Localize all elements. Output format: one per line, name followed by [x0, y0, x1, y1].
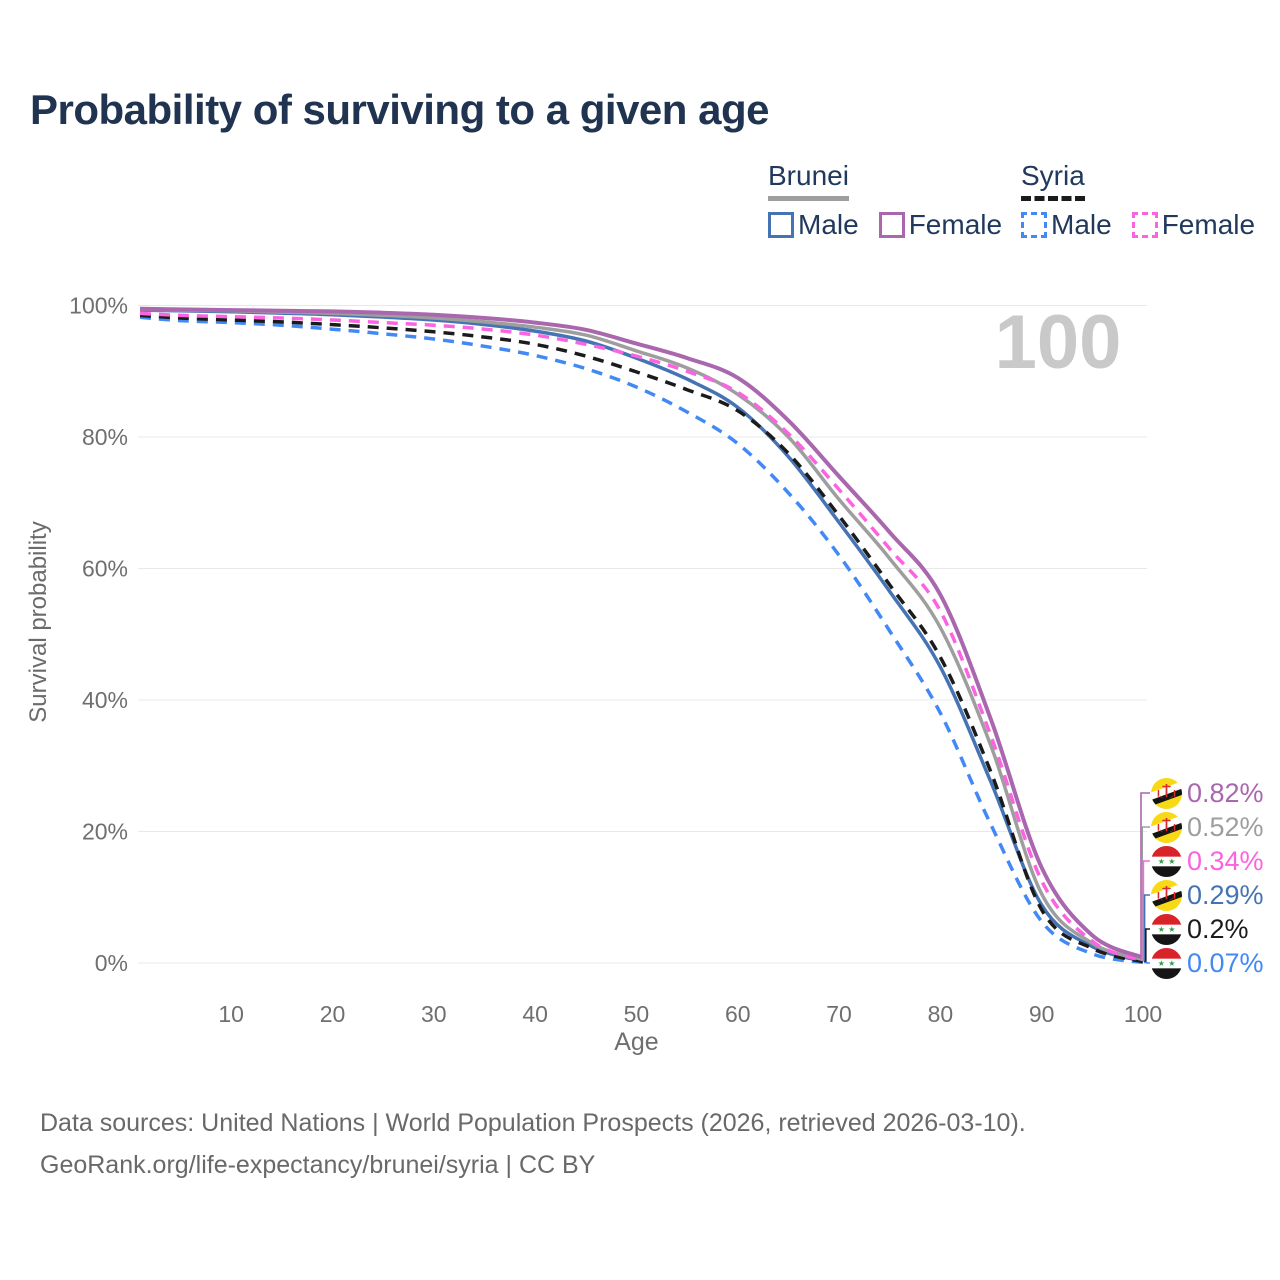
end-value: 0.52%	[1187, 811, 1264, 842]
svg-text:★: ★	[1158, 857, 1165, 866]
x-tick-label: 60	[725, 1001, 751, 1027]
series-line-syria_female[interactable]	[139, 311, 1144, 963]
y-tick-label: 80%	[82, 424, 128, 450]
series-line-syria_total[interactable]	[139, 313, 1144, 964]
legend-item-label: Female	[1161, 209, 1256, 240]
y-tick-label: 60%	[82, 556, 128, 582]
x-tick-label: 10	[218, 1001, 244, 1027]
x-tick-label: 40	[522, 1001, 548, 1027]
end-label-syria-total: ★ ★ 0.2%	[1151, 913, 1249, 945]
end-value: 0.2%	[1187, 913, 1249, 944]
y-tick-label: 40%	[82, 687, 128, 713]
brunei-flag-icon	[1151, 879, 1182, 911]
legend-item-syria-female[interactable]: Female	[1131, 209, 1256, 241]
x-tick-label: 70	[826, 1001, 852, 1027]
end-label-syria-male: ★ ★ 0.07%	[1151, 947, 1264, 979]
end-label-brunei-total: 0.52%	[1151, 811, 1264, 843]
y-axis-title: Survival probability	[25, 521, 52, 722]
end-value: 0.34%	[1187, 845, 1264, 876]
legend-group-brunei: Brunei Male Female	[768, 160, 1002, 241]
legend-country-brunei-label: Brunei	[768, 160, 849, 191]
syria-flag-icon: ★ ★	[1151, 947, 1182, 979]
end-label-brunei-female: 0.82%	[1151, 777, 1264, 809]
end-label-syria-female: ★ ★ 0.34%	[1151, 845, 1264, 877]
leader-line-syria_male	[1144, 961, 1150, 964]
x-tick-label: 80	[928, 1001, 954, 1027]
syria-flag-icon: ★ ★	[1151, 845, 1182, 877]
legend-item-brunei-female[interactable]: Female	[878, 209, 1003, 241]
legend-country-syria[interactable]: Syria	[1021, 160, 1085, 201]
end-value: 0.82%	[1187, 777, 1264, 808]
series-line-brunei_total[interactable]	[139, 307, 1144, 962]
legend-item-label: Male	[798, 209, 859, 240]
svg-text:★: ★	[1168, 959, 1175, 968]
brunei-flag-icon	[1151, 777, 1182, 809]
y-tick-label: 20%	[82, 819, 128, 845]
x-axis-title: Age	[614, 1028, 658, 1056]
end-label-brunei-male: 0.29%	[1151, 879, 1264, 911]
x-tick-label: 30	[421, 1001, 447, 1027]
end-value: 0.29%	[1187, 879, 1264, 910]
svg-text:★: ★	[1158, 925, 1165, 934]
data-sources-line: Data sources: United Nations | World Pop…	[40, 1109, 1026, 1137]
x-tick-label: 20	[320, 1001, 346, 1027]
brunei-male-swatch	[768, 212, 794, 238]
syria-flag-icon: ★ ★	[1151, 913, 1182, 945]
svg-text:★: ★	[1168, 925, 1175, 934]
age-watermark: 100	[995, 300, 1122, 385]
legend-group-syria: Syria Male Female	[1021, 160, 1255, 241]
license-line: GeoRank.org/life-expectancy/brunei/syria…	[40, 1151, 596, 1179]
legend-item-label: Male	[1051, 209, 1112, 240]
attribution: Data sources: United Nations | World Pop…	[40, 1102, 1026, 1186]
y-tick-label: 0%	[95, 950, 128, 976]
series-line-syria_male[interactable]	[139, 315, 1144, 965]
x-tick-label: 90	[1029, 1001, 1055, 1027]
series-line-brunei_female[interactable]	[139, 306, 1144, 960]
brunei-female-swatch	[878, 212, 905, 238]
x-tick-label: 50	[624, 1001, 650, 1027]
svg-text:★: ★	[1168, 857, 1175, 866]
syria-female-swatch	[1131, 212, 1158, 238]
legend-item-syria-male[interactable]: Male	[1021, 209, 1112, 241]
brunei-flag-icon	[1151, 811, 1182, 843]
syria-male-swatch	[1021, 212, 1047, 238]
series-line-brunei_male[interactable]	[139, 308, 1144, 963]
legend-item-label: Female	[908, 209, 1003, 240]
svg-text:★: ★	[1158, 959, 1165, 968]
x-tick-label: 100	[1124, 1001, 1162, 1027]
legend-country-syria-label: Syria	[1021, 160, 1085, 191]
page-title: Probability of surviving to a given age	[30, 86, 769, 133]
y-tick-label: 100%	[69, 293, 128, 319]
brunei-line-swatch	[768, 196, 849, 201]
end-value: 0.07%	[1187, 947, 1264, 978]
leader-line-brunei_male	[1143, 894, 1150, 962]
syria-line-swatch	[1021, 196, 1085, 201]
legend-item-brunei-male[interactable]: Male	[768, 209, 859, 241]
legend-country-brunei[interactable]: Brunei	[768, 160, 849, 201]
leader-line-syria_female	[1142, 860, 1150, 962]
